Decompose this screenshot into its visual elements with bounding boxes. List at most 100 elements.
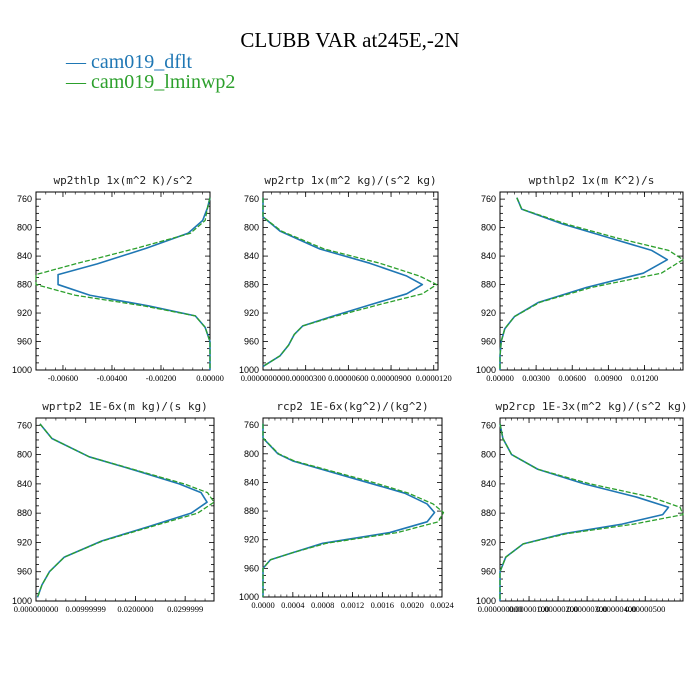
x-tick-label: 0.0020	[400, 600, 423, 610]
x-tick-label: 0.01200	[631, 373, 659, 383]
x-tick-label: 0.00000300	[285, 373, 325, 383]
y-tick-label: 1000	[239, 592, 259, 602]
y-tick-label: 880	[17, 508, 32, 518]
y-tick-label: 1000	[239, 365, 259, 375]
y-tick-label: 880	[481, 280, 496, 290]
y-tick-label: 960	[17, 567, 32, 577]
y-tick-label: 960	[481, 337, 496, 347]
x-tick-label: 0.0012	[341, 600, 364, 610]
y-tick-label: 960	[244, 337, 259, 347]
x-tick-label: 0.000000000	[14, 604, 59, 614]
x-tick-label: -0.00600	[48, 373, 78, 383]
y-tick-label: 800	[481, 450, 496, 460]
x-tick-label: 0.0299999	[167, 604, 203, 614]
plot-frame	[35, 191, 211, 371]
x-tick-label: 0.00900	[595, 373, 623, 383]
y-tick-label: 880	[481, 508, 496, 518]
series-line-dflt	[262, 423, 436, 597]
x-tick-label: 0.0000	[251, 600, 274, 610]
x-tick-label: 0.0200000	[117, 604, 153, 614]
x-tick-label: -0.00400	[97, 373, 127, 383]
y-tick-label: 1000	[476, 365, 496, 375]
x-tick-label: 0.00000	[486, 373, 514, 383]
y-tick-label: 840	[481, 479, 496, 489]
legend-entry-lminwp2: — cam019_lminwp2	[66, 71, 235, 94]
y-tick-label: 920	[244, 308, 259, 318]
x-tick-label: 0.00999999	[66, 604, 106, 614]
panel-title: wp2rcp 1E-3x(m^2 kg)/(s^2 kg)	[495, 400, 687, 413]
x-tick-label: 0.000000000	[241, 373, 286, 383]
series-line-dflt	[499, 197, 669, 370]
x-tick-label: 0.00000100	[509, 604, 549, 614]
plot-frame	[35, 417, 215, 602]
plot-frame	[262, 417, 443, 598]
y-tick-label: 960	[17, 337, 32, 347]
y-tick-label: 840	[244, 251, 259, 261]
x-tick-label: 0.00000200	[538, 604, 578, 614]
y-tick-label: 960	[481, 567, 496, 577]
panel-title: wpthlp2 1x(m K^2)/s	[529, 174, 655, 187]
plot-frame	[499, 417, 684, 602]
legend-line-marker: —	[66, 71, 91, 93]
y-tick-label: 880	[244, 280, 259, 290]
x-tick-label: 0.00000900	[371, 373, 411, 383]
y-tick-label: 1000	[476, 596, 496, 606]
series-line-dflt	[499, 423, 670, 601]
plot-frame	[262, 191, 439, 371]
legend-entry-dflt: — cam019_dflt	[66, 51, 192, 74]
series-line-lminwp2	[36, 423, 215, 598]
y-tick-label: 760	[17, 194, 32, 204]
series-line-dflt	[36, 423, 208, 598]
y-tick-label: 800	[481, 223, 496, 233]
x-tick-label: -0.00200	[146, 373, 176, 383]
panel-title: wp2rtp 1x(m^2 kg)/(s^2 kg)	[264, 174, 436, 187]
legend-label: cam019_dflt	[91, 51, 193, 73]
series-line-dflt	[57, 197, 211, 370]
x-tick-label: 0.00000400	[596, 604, 636, 614]
chart-panel-1: wp2thlp 1x(m^2 K)/s^2 760 800 840 880 920 960 1…	[12, 174, 224, 383]
series-line-dflt	[262, 197, 424, 368]
chart-panel-4: wprtp2 1E-6x(m kg)/(s kg) 760 800 840 880 920…	[12, 400, 215, 614]
panel-title: wprtp2 1E-6x(m kg)/(s kg)	[42, 400, 208, 413]
x-tick-label: 0.00000300	[567, 604, 607, 614]
y-tick-label: 880	[244, 506, 259, 516]
chart-panel-2: wp2rtp 1x(m^2 kg)/(s^2 kg) 760 800 840 880 92…	[239, 174, 452, 383]
x-tick-label: 0.00000	[196, 373, 224, 383]
y-tick-label: 760	[481, 194, 496, 204]
y-tick-label: 840	[244, 477, 259, 487]
legend-line-marker: —	[66, 51, 91, 73]
x-tick-label: 0.0000120	[416, 373, 452, 383]
y-tick-label: 840	[481, 251, 496, 261]
x-tick-label: 0.0024	[430, 600, 454, 610]
y-tick-label: 920	[481, 308, 496, 318]
series-line-lminwp2	[499, 197, 684, 370]
legend-label: cam019_lminwp2	[91, 71, 236, 93]
y-tick-label: 760	[244, 194, 259, 204]
y-tick-label: 960	[244, 563, 259, 573]
figure-title: CLUBB VAR at245E,-2N	[240, 28, 460, 52]
y-tick-label: 920	[244, 535, 259, 545]
chart-panel-3: wpthlp2 1x(m K^2)/s 760 800 840 880 920 960 100…	[476, 174, 684, 383]
y-tick-label: 760	[17, 420, 32, 430]
y-tick-label: 920	[481, 537, 496, 547]
y-tick-label: 840	[17, 479, 32, 489]
panel-title: rcp2 1E-6x(kg^2)/(kg^2)	[276, 400, 428, 413]
y-tick-label: 840	[17, 251, 32, 261]
y-tick-label: 880	[17, 280, 32, 290]
x-tick-label: 0.00300	[522, 373, 550, 383]
series-line-lminwp2	[262, 423, 445, 597]
plot-frame	[499, 191, 684, 371]
y-tick-label: 760	[244, 420, 259, 430]
y-tick-label: 920	[17, 308, 32, 318]
y-tick-label: 800	[17, 223, 32, 233]
y-tick-label: 920	[17, 537, 32, 547]
x-tick-label: 0.00000500	[625, 604, 665, 614]
series-line-lminwp2	[262, 197, 438, 367]
y-tick-label: 1000	[12, 596, 32, 606]
x-tick-label: 0.0008	[311, 600, 334, 610]
chart-panel-6: wp2rcp 1E-3x(m^2 kg)/(s^2 kg) 760 800 840 88…	[476, 400, 688, 614]
x-tick-label: 0.00000600	[328, 373, 368, 383]
series-line-lminwp2	[499, 423, 684, 601]
x-tick-label: 0.000000000	[478, 604, 523, 614]
